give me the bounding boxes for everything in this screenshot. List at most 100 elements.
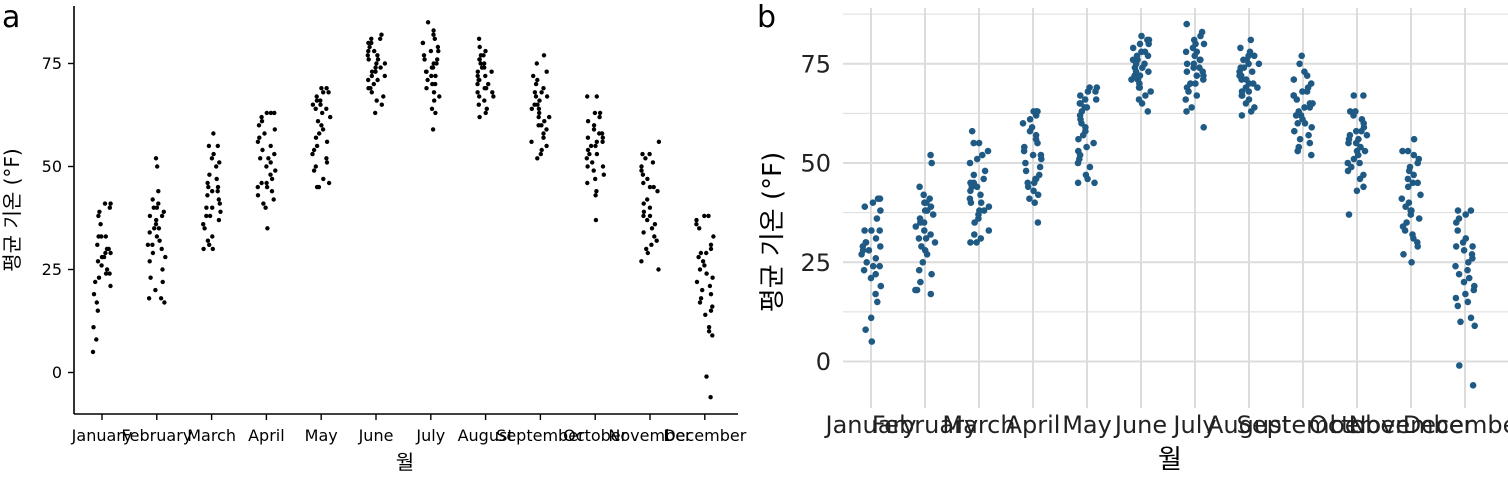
panel-b-point [977,199,985,206]
panel-a-point [645,250,650,256]
panel-a-point [372,48,377,54]
panel-b-point [1345,211,1353,218]
panel-a-point [704,374,709,379]
panel-a-point [107,205,113,210]
panel-a-point [147,230,152,235]
panel-a-point [708,292,714,297]
panel-b-point [918,243,925,250]
panel-a-point [539,147,544,153]
panel-b-x-tick-label: January [824,411,917,439]
panel-a-y-tick-label: 50 [42,157,62,176]
panel-a-point [437,94,442,99]
panel-a-point [108,283,113,289]
panel-b-point [1346,131,1354,139]
panel-b-point [1145,68,1152,75]
panel-a-point [151,205,156,210]
panel-a-point [379,102,384,107]
panel-a-point [647,151,652,157]
panel-a-point [366,57,371,62]
panel-b-point [1183,68,1191,75]
panel-b-point [877,282,885,290]
panel-b-point [1086,84,1093,91]
panel-a-point [375,57,381,62]
panel-a-point [708,242,714,247]
panel-b-point [872,270,879,278]
panel-b-point [1464,266,1471,274]
panel-b-point [1136,40,1144,48]
panel-a-point [268,172,273,177]
panel-a-point [382,73,387,79]
panel-a-point [268,143,273,149]
panel-a-point [99,234,104,239]
panel-a-point [647,213,653,219]
panel-b-point [1034,191,1042,199]
panel-b-y-tick-label: 75 [800,50,831,78]
panel-a-point [269,189,275,194]
panel-a-point [594,151,600,157]
panel-b-point [1415,155,1423,163]
panel-b-point [1307,80,1315,87]
panel-b-point [1030,108,1037,115]
panel-b-point [1457,318,1464,326]
panel-b-point [1138,48,1145,56]
panel-a-point [593,193,598,198]
panel-a-point [641,213,646,219]
panel-b-point [1188,104,1195,111]
panel-a-point [536,123,541,128]
panel-a-point [477,57,482,62]
panel-b-point [1251,52,1258,60]
panel-a-point [645,197,650,202]
panel-a-point [541,135,546,140]
panel-b-point [979,151,986,159]
panel-a-point [158,296,164,301]
panel-a-point [541,131,546,136]
panel-a-point [215,189,220,194]
panel-b-point [862,239,869,246]
panel-b-point [927,290,935,298]
panel-a-point [103,250,108,256]
panel-b-point [1074,179,1082,187]
panel-b-x-tick-label: October [1309,411,1405,439]
panel-a-point [649,226,655,231]
panel-b-point [1404,147,1412,155]
panel-b-point [1190,60,1198,68]
panel-a-point [424,86,429,91]
panel-a-point [209,156,215,161]
panel-a-point [592,110,598,116]
panel-a-point [163,254,168,260]
panel-a-point [641,180,646,186]
panel-a-x-tick-label: October [563,426,627,445]
panel-a-point [320,127,326,132]
panel-b-point [874,298,881,306]
panel-b-point [1296,60,1303,68]
panel-b-point [1308,124,1315,131]
panel-a-point [153,287,158,293]
panel-a-point [542,119,547,124]
panel-a-x-tick-label: June [358,426,394,445]
panel-b-point [1237,64,1244,71]
panel-b-point [1408,259,1415,266]
panel-a-point [96,275,102,280]
panel-a-point [696,254,701,260]
panel-a-point [641,201,646,206]
panel-b-point [1076,100,1084,107]
panel-a-x-tick-label: November [608,426,692,445]
panel-a-point [708,395,713,400]
panel-b-y-axis-label: 평균 기온 (°F) [758,152,788,312]
panel-a-point [585,119,591,124]
panel-a-point [708,246,714,252]
panel-b-point [1245,96,1253,103]
panel-b-point [927,151,934,159]
panel-b-point [1198,28,1206,36]
panel-a-point [214,176,219,182]
panel-a-point [477,114,482,120]
panel-a-point [694,217,699,223]
panel-b-point [1454,227,1461,234]
panel-a-point [321,176,326,182]
panel-b-point [1021,143,1028,151]
panel-a-point [700,287,705,293]
panel-b-x-tick-label: May [1062,411,1112,439]
panel-b-point [869,262,877,270]
panel-a-point [259,119,265,124]
